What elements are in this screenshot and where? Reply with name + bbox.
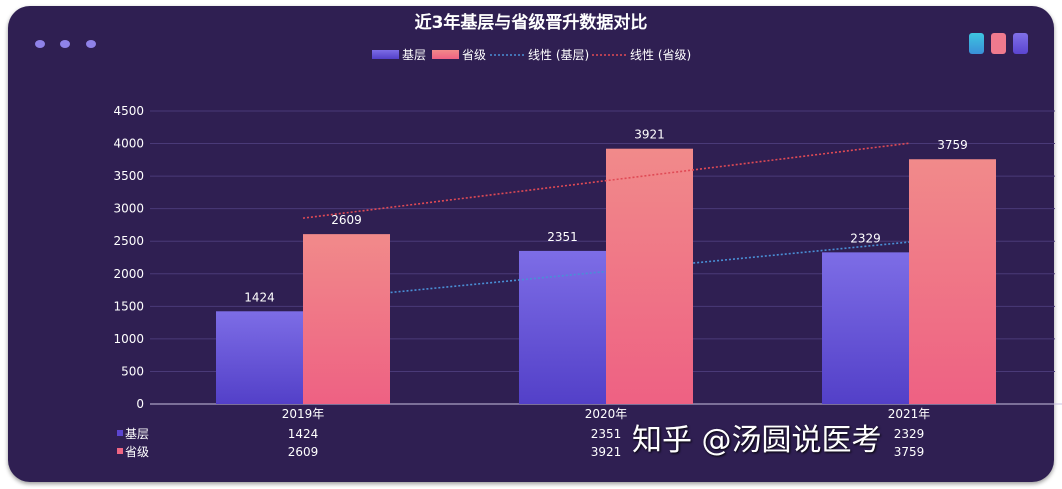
y-tick-label: 0 <box>136 397 144 411</box>
table-legend-key <box>117 430 123 436</box>
x-tick-label: 2019年 <box>282 407 325 421</box>
color-swatch-icon <box>991 33 1006 54</box>
color-swatch-icon <box>969 33 984 54</box>
bar-provincial <box>606 148 693 404</box>
bar-provincial <box>909 159 996 404</box>
table-series-label: 省级 <box>125 445 149 459</box>
legend-label: 省级 <box>462 48 486 62</box>
bar-grassroots <box>519 250 606 404</box>
y-tick-label: 500 <box>121 364 144 378</box>
legend-label: 线性 (省级) <box>630 48 691 62</box>
window-dot-icon <box>86 40 96 48</box>
y-tick-label: 3000 <box>113 202 144 216</box>
y-tick-label: 2000 <box>113 267 144 281</box>
watermark: 知乎 @汤圆说医考 <box>632 423 882 458</box>
data-label: 1424 <box>244 290 275 304</box>
table-cell: 2609 <box>288 445 319 459</box>
table-cell: 2329 <box>894 427 925 441</box>
table-series-label: 基层 <box>125 427 149 441</box>
window-dot-icon <box>60 40 70 48</box>
y-tick-label: 3500 <box>113 169 144 183</box>
y-tick-label: 1000 <box>113 332 144 346</box>
x-tick-label: 2020年 <box>585 407 628 421</box>
legend-label: 线性 (基层) <box>528 48 589 62</box>
legend-swatch <box>432 50 459 59</box>
table-cell: 1424 <box>288 427 319 441</box>
bar-grassroots <box>216 311 303 404</box>
bar-grassroots <box>822 252 909 404</box>
window-dot-icon <box>35 40 45 48</box>
data-label: 2609 <box>331 213 362 227</box>
table-legend-key <box>117 448 123 454</box>
data-label: 3759 <box>937 138 968 152</box>
chart-title: 近3年基层与省级晋升数据对比 <box>415 12 648 33</box>
legend: 基层 省级 线性 (基层) 线性 (省级) <box>372 48 691 62</box>
y-tick-label: 1500 <box>113 299 144 313</box>
data-label: 2329 <box>850 231 881 245</box>
y-tick-label: 4000 <box>113 137 144 151</box>
table-cell: 3921 <box>591 445 622 459</box>
x-tick-label: 2021年 <box>888 407 931 421</box>
legend-swatch <box>372 50 399 59</box>
legend-label: 基层 <box>402 48 426 62</box>
table-cell: 2351 <box>591 427 622 441</box>
data-label: 2351 <box>547 230 578 244</box>
y-tick-label: 4500 <box>113 104 144 118</box>
data-label: 3921 <box>634 128 665 142</box>
trendline <box>302 142 910 219</box>
table-cell: 3759 <box>894 445 925 459</box>
y-tick-label: 2500 <box>113 234 144 248</box>
bar-provincial <box>303 234 390 404</box>
color-swatch-icon <box>1013 33 1028 54</box>
